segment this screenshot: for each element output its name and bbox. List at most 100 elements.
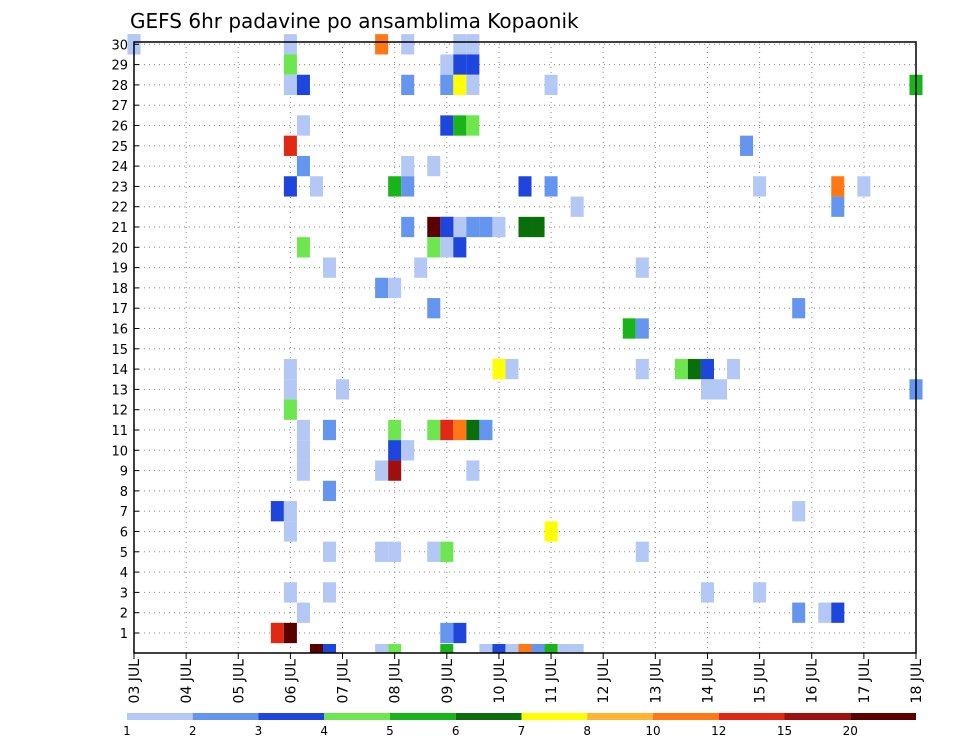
y-tick-label: 28	[111, 79, 128, 94]
x-tick-label: 13 JUL	[648, 659, 664, 704]
data-cell	[309, 176, 323, 197]
y-tick-label: 16	[111, 323, 128, 338]
data-cell	[427, 155, 441, 177]
data-cell	[479, 419, 493, 441]
x-tick-label: 14 JUL	[700, 659, 716, 704]
data-cell	[322, 419, 337, 441]
data-cell	[727, 358, 741, 380]
plot-frame	[133, 41, 917, 654]
legend-swatch	[324, 713, 390, 720]
x-axis-labels: 03 JUL 04 JUL 05 JUL 06 JUL 07 JUL 08 JUL 09 J…	[127, 653, 925, 703]
legend-swatch	[850, 713, 916, 720]
data-cell	[635, 257, 649, 278]
x-tick-label: 05 JUL	[231, 659, 247, 704]
data-cell	[375, 277, 389, 299]
legend-swatch	[258, 713, 325, 720]
data-cell	[401, 176, 415, 197]
y-tick-label: 9	[120, 465, 128, 480]
y-tick-label: 3	[120, 586, 128, 601]
chart-title: GEFS 6hr padavine po ansamblima Kopaonik	[130, 9, 579, 33]
y-tick-label: 27	[111, 99, 128, 114]
y-tick-label: 1	[120, 627, 128, 642]
legend-swatch	[521, 713, 588, 720]
data-cell	[453, 419, 467, 441]
legend-label: 12	[711, 724, 726, 738]
data-cell	[427, 419, 441, 441]
data-cell	[296, 419, 310, 441]
y-tick-label: 23	[111, 180, 128, 195]
legend-label: 4	[320, 724, 328, 738]
y-tick-label: 8	[120, 485, 128, 500]
y-tick-label: 5	[120, 546, 128, 561]
x-tick-label: 07 JUL	[336, 659, 352, 704]
data-cell	[283, 135, 297, 156]
legend-label: 7	[518, 724, 526, 738]
data-cell	[700, 379, 714, 400]
data-cell	[674, 358, 688, 380]
grid-lines	[134, 42, 916, 653]
legend-swatch	[455, 713, 522, 720]
data-cell	[296, 155, 310, 177]
data-cell	[453, 74, 467, 96]
legend-label: 10	[645, 724, 660, 738]
legend-label: 6	[452, 724, 460, 738]
data-cell	[622, 318, 636, 339]
data-cell	[635, 541, 649, 562]
data-cell	[296, 602, 310, 623]
data-cell	[831, 176, 845, 197]
data-cell	[401, 440, 415, 461]
data-cell	[792, 298, 806, 319]
data-cell	[375, 460, 389, 481]
legend-label: 20	[843, 724, 858, 738]
data-cell-bottom	[322, 644, 337, 653]
data-cell	[427, 237, 441, 258]
y-tick-label: 11	[111, 424, 128, 439]
data-cell	[283, 54, 297, 75]
data-cell	[283, 582, 297, 603]
x-tick-label: 15 JUL	[753, 659, 769, 704]
y-tick-label: 13	[111, 383, 128, 398]
data-cell-bottom	[531, 644, 545, 653]
y-tick-label: 17	[111, 302, 128, 317]
legend-swatch	[127, 713, 193, 720]
data-cell	[440, 541, 454, 562]
x-tick-label: 11 JUL	[544, 659, 560, 704]
data-cell	[296, 115, 310, 136]
legend-label: 2	[189, 724, 197, 738]
data-cell	[466, 460, 480, 481]
x-tick-label: 17 JUL	[857, 659, 873, 704]
data-cell	[453, 115, 467, 136]
data-cell	[492, 358, 506, 380]
data-cell-bottom	[518, 644, 532, 653]
data-cell	[401, 74, 415, 96]
data-cell	[283, 622, 297, 644]
data-cell-bottom	[505, 644, 519, 653]
data-cell	[466, 419, 480, 441]
y-tick-label: 24	[111, 160, 128, 175]
data-cells	[127, 34, 923, 653]
data-cell	[453, 216, 467, 238]
data-cell	[440, 216, 454, 238]
data-cell	[492, 216, 506, 238]
data-cell	[518, 216, 532, 238]
data-cell	[401, 34, 415, 55]
x-tick-label: 06 JUL	[283, 659, 299, 704]
y-tick-label: 12	[111, 404, 128, 419]
data-cell	[753, 582, 767, 603]
data-cell	[427, 216, 441, 238]
data-cell	[831, 602, 845, 623]
data-cell	[713, 379, 728, 400]
x-tick-label: 09 JUL	[440, 659, 456, 704]
data-cell-bottom	[375, 644, 389, 653]
data-cell-bottom	[492, 644, 506, 653]
data-cell	[388, 440, 402, 461]
data-cell	[740, 135, 754, 156]
data-cell-bottom	[544, 644, 558, 653]
x-tick-label: 08 JUL	[388, 659, 404, 704]
y-axis-labels: 1234567891011121314151617181920212223242…	[111, 38, 139, 642]
y-tick-label: 20	[111, 241, 128, 256]
data-cell	[296, 460, 310, 481]
legend-label: 3	[255, 724, 263, 738]
data-cell	[466, 34, 480, 55]
data-cell	[322, 257, 337, 278]
